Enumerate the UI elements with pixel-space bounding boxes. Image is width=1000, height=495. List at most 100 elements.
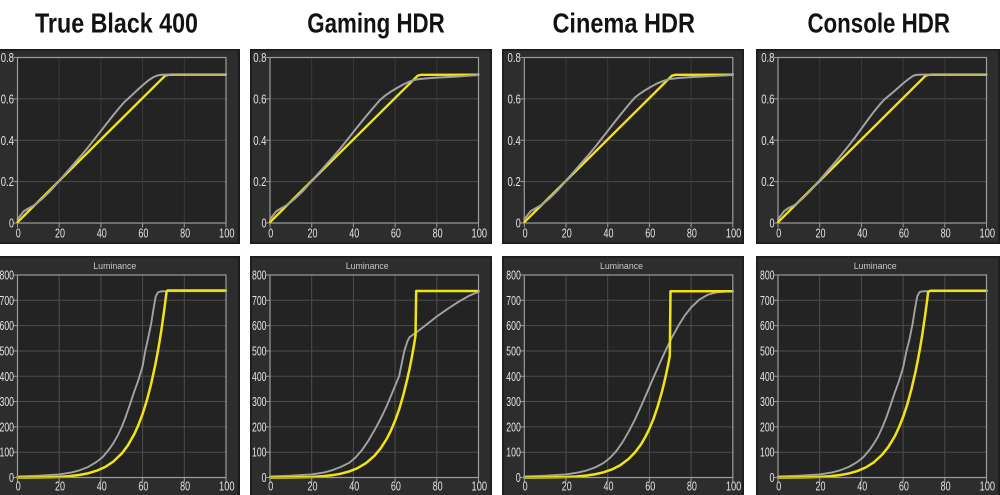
svg-text:100: 100: [726, 480, 742, 494]
svg-text:Luminance: Luminance: [93, 261, 136, 272]
svg-text:0: 0: [261, 216, 266, 230]
svg-text:100: 100: [0, 446, 14, 460]
svg-text:20: 20: [562, 226, 572, 240]
svg-text:0.4: 0.4: [1, 133, 14, 147]
svg-text:60: 60: [138, 226, 148, 240]
svg-text:500: 500: [252, 344, 267, 358]
svg-text:500: 500: [0, 344, 14, 358]
svg-text:20: 20: [562, 480, 572, 494]
svg-text:40: 40: [97, 226, 107, 240]
svg-text:20: 20: [816, 226, 826, 240]
svg-text:700: 700: [0, 294, 14, 308]
svg-text:0.6: 0.6: [1, 92, 14, 106]
svg-text:Luminance: Luminance: [600, 261, 643, 272]
svg-text:100: 100: [219, 480, 235, 494]
svg-text:0: 0: [16, 226, 21, 240]
svg-text:100: 100: [760, 446, 775, 460]
svg-text:60: 60: [138, 480, 148, 494]
svg-text:80: 80: [941, 480, 951, 494]
svg-text:80: 80: [687, 480, 697, 494]
svg-text:600: 600: [506, 319, 521, 333]
svg-text:0.6: 0.6: [253, 92, 266, 106]
svg-text:0: 0: [770, 471, 775, 485]
svg-text:0.8: 0.8: [508, 51, 521, 65]
svg-text:0: 0: [16, 480, 21, 494]
svg-text:100: 100: [506, 446, 521, 460]
svg-text:60: 60: [390, 480, 400, 494]
svg-text:0.8: 0.8: [1, 51, 14, 65]
svg-text:80: 80: [180, 226, 190, 240]
svg-text:60: 60: [645, 226, 655, 240]
svg-text:700: 700: [506, 294, 521, 308]
svg-text:800: 800: [760, 269, 775, 283]
svg-text:600: 600: [252, 319, 267, 333]
svg-text:300: 300: [252, 395, 267, 409]
svg-text:0: 0: [523, 480, 528, 494]
svg-text:0.4: 0.4: [253, 133, 266, 147]
svg-text:0.4: 0.4: [761, 133, 774, 147]
svg-text:300: 300: [0, 395, 14, 409]
svg-text:40: 40: [857, 226, 867, 240]
svg-text:600: 600: [0, 319, 14, 333]
svg-text:500: 500: [506, 344, 521, 358]
svg-text:200: 200: [252, 420, 267, 434]
svg-text:Cinema HDR: Cinema HDR: [552, 8, 695, 39]
svg-text:60: 60: [645, 480, 655, 494]
svg-text:200: 200: [506, 420, 521, 434]
svg-text:80: 80: [432, 226, 442, 240]
svg-text:100: 100: [252, 446, 267, 460]
svg-text:0: 0: [776, 480, 781, 494]
svg-text:0.2: 0.2: [508, 175, 521, 189]
svg-text:80: 80: [687, 226, 697, 240]
svg-text:0: 0: [9, 216, 14, 230]
svg-text:700: 700: [252, 294, 267, 308]
svg-text:100: 100: [471, 226, 487, 240]
svg-text:800: 800: [0, 269, 14, 283]
svg-text:Gaming HDR: Gaming HDR: [307, 8, 445, 39]
svg-text:100: 100: [219, 226, 235, 240]
svg-text:400: 400: [0, 370, 14, 384]
svg-text:60: 60: [899, 226, 909, 240]
svg-text:80: 80: [180, 480, 190, 494]
svg-text:0: 0: [523, 226, 528, 240]
svg-text:500: 500: [760, 344, 775, 358]
svg-text:0.6: 0.6: [508, 92, 521, 106]
svg-text:40: 40: [604, 226, 614, 240]
svg-text:300: 300: [760, 395, 775, 409]
svg-text:20: 20: [307, 480, 317, 494]
svg-text:0.2: 0.2: [253, 175, 266, 189]
svg-text:0: 0: [268, 480, 273, 494]
svg-text:40: 40: [349, 226, 359, 240]
svg-text:200: 200: [0, 420, 14, 434]
svg-text:0: 0: [776, 226, 781, 240]
svg-text:0: 0: [516, 471, 521, 485]
svg-text:100: 100: [471, 480, 487, 494]
svg-text:20: 20: [55, 480, 65, 494]
svg-text:400: 400: [252, 370, 267, 384]
svg-text:0: 0: [9, 471, 14, 485]
svg-text:Console HDR: Console HDR: [807, 8, 950, 39]
svg-text:20: 20: [307, 226, 317, 240]
svg-text:100: 100: [726, 226, 742, 240]
svg-text:400: 400: [506, 370, 521, 384]
svg-text:800: 800: [252, 269, 267, 283]
svg-text:80: 80: [432, 480, 442, 494]
svg-text:0.6: 0.6: [761, 92, 774, 106]
svg-text:700: 700: [760, 294, 775, 308]
svg-text:0: 0: [261, 471, 266, 485]
svg-text:0: 0: [268, 226, 273, 240]
svg-text:600: 600: [760, 319, 775, 333]
svg-text:0: 0: [516, 216, 521, 230]
svg-text:40: 40: [857, 480, 867, 494]
svg-text:20: 20: [55, 226, 65, 240]
svg-text:200: 200: [760, 420, 775, 434]
svg-text:0.8: 0.8: [761, 51, 774, 65]
svg-text:800: 800: [506, 269, 521, 283]
svg-text:Luminance: Luminance: [345, 261, 388, 272]
svg-text:20: 20: [816, 480, 826, 494]
svg-text:300: 300: [506, 395, 521, 409]
svg-text:400: 400: [760, 370, 775, 384]
svg-text:0.2: 0.2: [761, 175, 774, 189]
svg-text:0: 0: [770, 216, 775, 230]
svg-text:40: 40: [349, 480, 359, 494]
